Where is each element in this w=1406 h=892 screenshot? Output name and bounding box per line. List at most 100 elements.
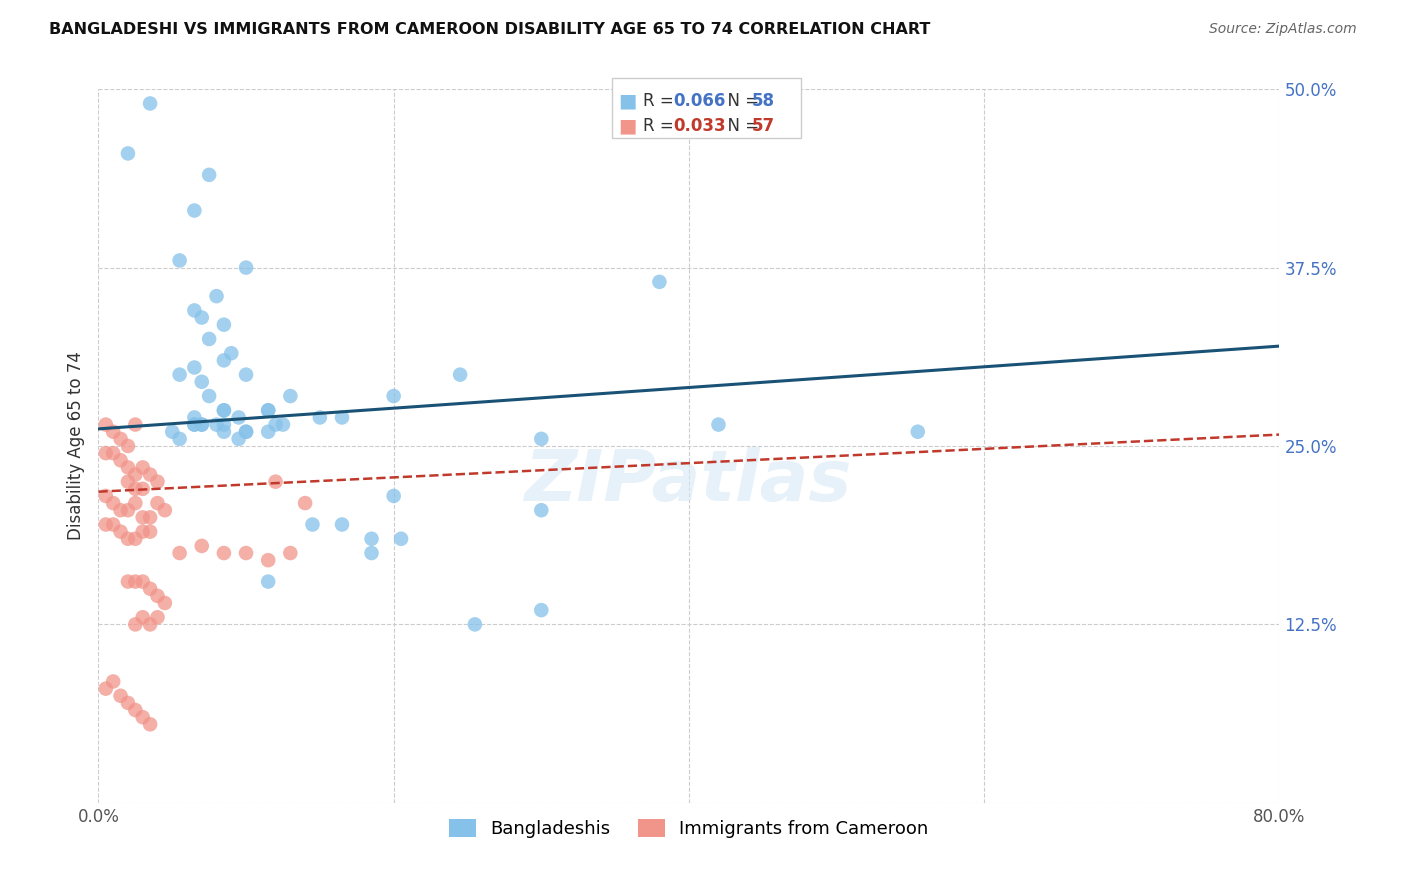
Point: [139, 510, 162, 524]
Point: [301, 517, 323, 532]
Point: [139, 717, 162, 731]
Point: [198, 168, 221, 182]
Point: [257, 574, 280, 589]
Point: [205, 289, 228, 303]
Point: [191, 417, 214, 432]
Point: [205, 417, 228, 432]
Point: [132, 574, 155, 589]
Point: [117, 696, 139, 710]
Point: [212, 353, 235, 368]
Point: [212, 417, 235, 432]
Point: [280, 546, 302, 560]
Point: [183, 203, 205, 218]
Point: [103, 496, 125, 510]
Point: [153, 503, 176, 517]
Point: [235, 546, 257, 560]
Point: [212, 318, 235, 332]
Point: [183, 417, 205, 432]
Point: [139, 582, 162, 596]
Point: [198, 389, 221, 403]
Point: [117, 146, 139, 161]
Point: [280, 389, 302, 403]
Point: [94, 417, 117, 432]
Text: BANGLADESHI VS IMMIGRANTS FROM CAMEROON DISABILITY AGE 65 TO 74 CORRELATION CHAR: BANGLADESHI VS IMMIGRANTS FROM CAMEROON …: [49, 22, 931, 37]
Point: [389, 532, 412, 546]
Point: [117, 475, 139, 489]
Point: [235, 260, 257, 275]
Point: [228, 432, 250, 446]
Point: [330, 410, 353, 425]
Point: [117, 503, 139, 517]
Point: [212, 546, 235, 560]
Point: [183, 417, 205, 432]
Point: [124, 574, 146, 589]
Point: [103, 517, 125, 532]
Point: [94, 681, 117, 696]
Point: [110, 432, 132, 446]
Text: 0.066: 0.066: [673, 92, 725, 110]
Text: ■: ■: [619, 91, 637, 110]
Point: [139, 96, 162, 111]
Point: [132, 710, 155, 724]
Point: [94, 446, 117, 460]
Point: [169, 368, 191, 382]
Point: [360, 532, 382, 546]
Point: [257, 403, 280, 417]
Point: [132, 510, 155, 524]
Point: [183, 360, 205, 375]
Point: [235, 425, 257, 439]
Point: [139, 617, 162, 632]
Point: [212, 403, 235, 417]
Point: [221, 346, 243, 360]
Point: [124, 482, 146, 496]
Point: [169, 253, 191, 268]
Point: [139, 524, 162, 539]
Point: [117, 574, 139, 589]
Point: [235, 425, 257, 439]
Point: [330, 517, 353, 532]
Point: [153, 596, 176, 610]
Point: [162, 425, 183, 439]
Point: [235, 368, 257, 382]
Point: [103, 425, 125, 439]
Point: [257, 403, 280, 417]
Point: [191, 375, 214, 389]
Point: [264, 475, 287, 489]
Point: [110, 689, 132, 703]
Point: [117, 439, 139, 453]
Point: [94, 489, 117, 503]
Point: [110, 453, 132, 467]
Text: ■: ■: [619, 116, 637, 135]
Text: N =: N =: [717, 117, 765, 135]
Point: [449, 368, 471, 382]
Point: [191, 539, 214, 553]
Text: R =: R =: [643, 117, 679, 135]
Point: [110, 503, 132, 517]
Point: [117, 460, 139, 475]
Point: [139, 467, 162, 482]
Point: [257, 425, 280, 439]
Point: [117, 532, 139, 546]
Point: [309, 410, 332, 425]
Point: [271, 417, 294, 432]
Point: [132, 482, 155, 496]
Point: [191, 417, 214, 432]
Text: Source: ZipAtlas.com: Source: ZipAtlas.com: [1209, 22, 1357, 37]
Text: 0.033: 0.033: [673, 117, 725, 135]
Point: [257, 553, 280, 567]
Point: [530, 432, 553, 446]
Legend: Bangladeshis, Immigrants from Cameroon: Bangladeshis, Immigrants from Cameroon: [440, 810, 938, 847]
Point: [360, 546, 382, 560]
Point: [124, 417, 146, 432]
Point: [648, 275, 671, 289]
Point: [169, 432, 191, 446]
Point: [94, 517, 117, 532]
Text: 58: 58: [752, 92, 775, 110]
Point: [212, 403, 235, 417]
Point: [191, 310, 214, 325]
Point: [212, 425, 235, 439]
Point: [146, 475, 169, 489]
Point: [124, 703, 146, 717]
Text: ZIPatlas: ZIPatlas: [526, 447, 852, 516]
Text: N =: N =: [717, 92, 765, 110]
